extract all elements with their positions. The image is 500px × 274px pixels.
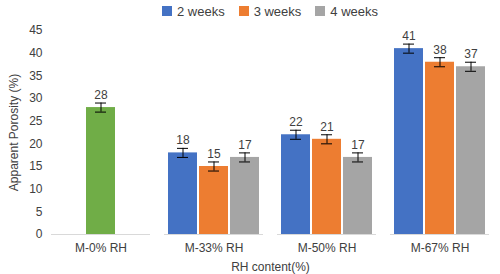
svg-text:M-0% RH: M-0% RH — [75, 241, 127, 255]
svg-text:17: 17 — [351, 138, 365, 152]
svg-text:45: 45 — [29, 23, 43, 37]
svg-text:M-50% RH: M-50% RH — [298, 241, 357, 255]
svg-text:M-67% RH: M-67% RH — [411, 241, 470, 255]
svg-text:15: 15 — [29, 159, 43, 173]
svg-text:18: 18 — [176, 133, 190, 147]
svg-text:M-33% RH: M-33% RH — [185, 241, 244, 255]
svg-text:10: 10 — [29, 182, 43, 196]
svg-text:30: 30 — [29, 91, 43, 105]
svg-text:5: 5 — [36, 205, 43, 219]
svg-text:21: 21 — [320, 120, 334, 134]
svg-text:35: 35 — [29, 69, 43, 83]
svg-text:25: 25 — [29, 114, 43, 128]
svg-text:38: 38 — [433, 43, 447, 57]
svg-text:RH content(%): RH content(%) — [231, 260, 310, 274]
svg-text:20: 20 — [29, 137, 43, 151]
svg-text:40: 40 — [29, 46, 43, 60]
svg-text:41: 41 — [402, 29, 416, 43]
svg-text:22: 22 — [289, 115, 303, 129]
svg-text:Apparent Porosity (%): Apparent Porosity (%) — [7, 74, 21, 191]
html-text:4 weeks: 4 weeks — [330, 3, 378, 19]
svg-text:28: 28 — [94, 88, 108, 102]
svg-text:0: 0 — [36, 227, 43, 241]
svg-text:17: 17 — [238, 138, 252, 152]
html-text:3 weeks: 3 weeks — [253, 3, 302, 19]
svg-text:15: 15 — [207, 147, 221, 161]
svg-text:37: 37 — [464, 47, 478, 61]
html-text:2 weeks: 2 weeks — [176, 3, 225, 19]
